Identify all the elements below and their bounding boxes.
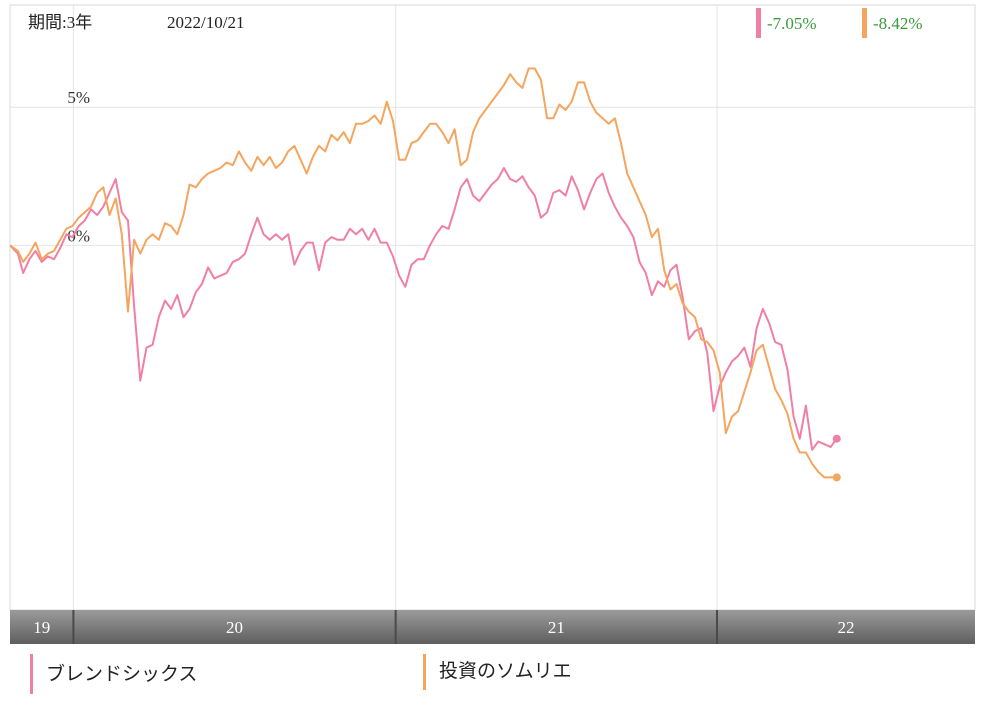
series-lines [9, 67, 841, 482]
legend-label-blend-six: ブレンドシックス [46, 662, 197, 685]
year-label: 19 [33, 618, 50, 637]
legend-swatch-sommelier [423, 654, 426, 690]
series-end-point-0 [832, 434, 841, 443]
plot-area [9, 4, 976, 611]
year-bar [10, 610, 975, 644]
return-sommelier: -8.42% [873, 14, 923, 33]
series-line-1 [9, 67, 837, 479]
legend-swatch-blend-six [30, 654, 33, 694]
year-period-labels: 19 20 21 22 [33, 610, 855, 644]
year-label: 22 [838, 618, 855, 637]
year-label: 20 [226, 618, 243, 637]
y-tick-label: 0% [67, 226, 90, 245]
period-label: 期間:3年 [28, 13, 92, 32]
y-axis-tick-labels: 5% 0% [67, 88, 90, 245]
legend-label-sommelier: 投資のソムリエ [439, 660, 572, 682]
series-end-point-1 [832, 473, 841, 482]
year-label: 21 [548, 618, 565, 637]
return-marker-sommelier [862, 8, 867, 38]
date-label: 2022/10/21 [167, 13, 244, 32]
y-tick-label: 5% [67, 88, 90, 107]
return-marker-blend-six [756, 8, 761, 38]
return-blend-six: -7.05% [767, 14, 817, 33]
grid-lines [10, 5, 975, 610]
